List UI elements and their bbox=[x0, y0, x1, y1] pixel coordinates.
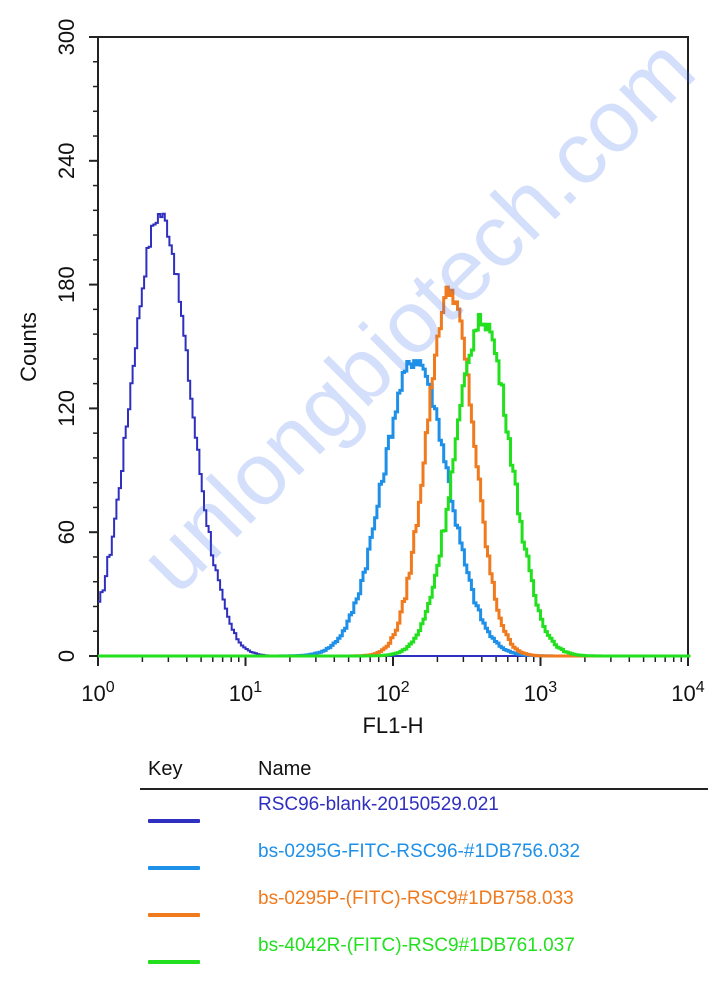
legend-key-heading: Key bbox=[148, 758, 182, 781]
series-layer bbox=[98, 214, 690, 656]
legend-label: bs-0295G-FITC-RSC96-#1DB756.032 bbox=[258, 841, 580, 863]
legend-header: Key Name bbox=[140, 752, 708, 790]
legend-swatch bbox=[148, 819, 200, 823]
x-tick-label: 101 bbox=[229, 679, 262, 706]
y-tick-label: 240 bbox=[54, 142, 79, 179]
legend-swatch bbox=[148, 913, 200, 917]
legend-label: bs-0295P-(FITC)-RSC9#1DB758.033 bbox=[258, 888, 574, 910]
y-tick-label: 60 bbox=[54, 520, 79, 544]
x-tick-label: 102 bbox=[376, 679, 409, 706]
legend-swatch bbox=[148, 960, 200, 964]
legend-name-heading: Name bbox=[258, 758, 311, 781]
series-line bbox=[98, 315, 690, 657]
y-tick-label: 300 bbox=[54, 19, 79, 56]
legend-swatch bbox=[148, 866, 200, 870]
series-line bbox=[98, 361, 690, 656]
series-line bbox=[98, 287, 690, 656]
legend-label: bs-4042R-(FITC)-RSC9#1DB761.037 bbox=[258, 935, 575, 957]
chart-legend: Key Name RSC96-blank-20150529.021 bs-029… bbox=[140, 752, 708, 987]
legend-label: RSC96-blank-20150529.021 bbox=[258, 794, 499, 816]
x-axis-title: FL1-H bbox=[362, 713, 423, 738]
x-axis: 100 101 102 103 104 bbox=[81, 656, 704, 706]
legend-entry: bs-4042R-(FITC)-RSC9#1DB761.037 bbox=[140, 931, 708, 978]
y-axis-title: Counts bbox=[16, 312, 41, 382]
y-tick-label: 180 bbox=[54, 266, 79, 303]
y-tick-label: 120 bbox=[54, 390, 79, 427]
legend-entry: bs-0295G-FITC-RSC96-#1DB756.032 bbox=[140, 837, 708, 884]
legend-entry: RSC96-blank-20150529.021 bbox=[140, 790, 708, 837]
y-axis: 0 60 120 180 240 300 bbox=[54, 19, 98, 662]
x-tick-label: 100 bbox=[81, 679, 114, 706]
x-tick-label: 104 bbox=[671, 679, 704, 706]
x-tick-label: 103 bbox=[524, 679, 557, 706]
histogram-chart: 0 60 120 180 240 300 100 101 102 103 104 FL1-H Co… bbox=[0, 0, 708, 760]
legend-entry: bs-0295P-(FITC)-RSC9#1DB758.033 bbox=[140, 884, 708, 931]
y-tick-label: 0 bbox=[54, 650, 79, 662]
